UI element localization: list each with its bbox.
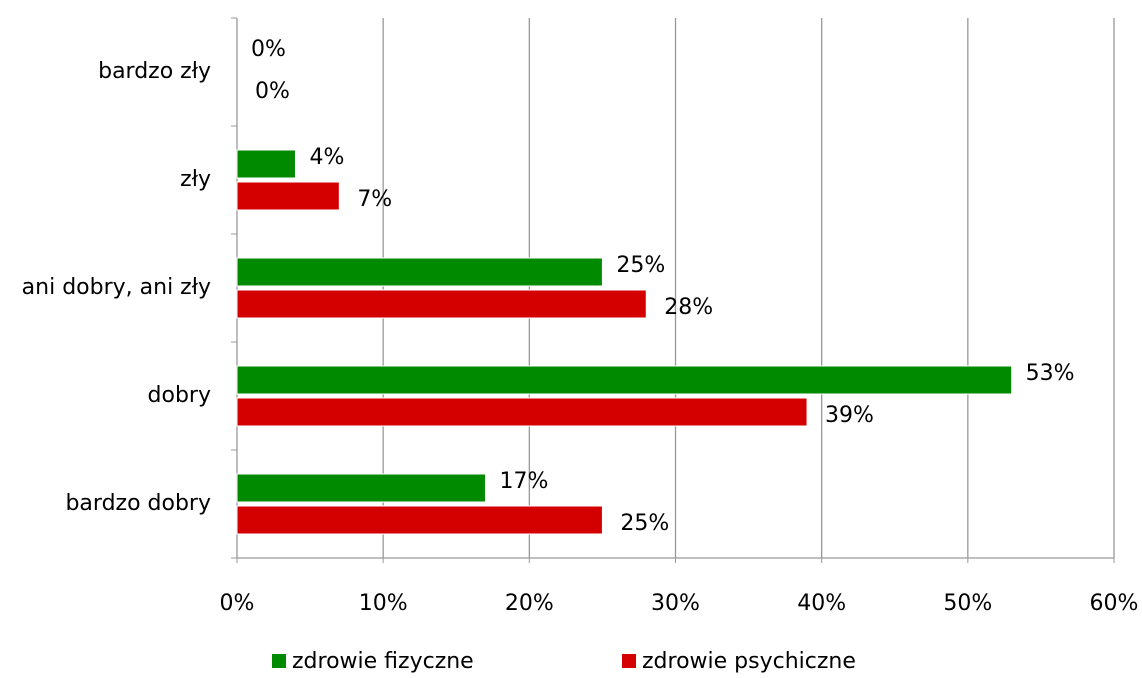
bar <box>236 365 1013 395</box>
y-tick-label: bardzo zły <box>98 59 211 84</box>
x-tick-label: 0% <box>220 591 255 616</box>
legend-label: zdrowie psychiczne <box>642 649 856 674</box>
data-label: 25% <box>616 253 665 278</box>
data-label: 7% <box>357 187 392 212</box>
y-tick-label: dobry <box>148 383 211 408</box>
y-tick-label: zły <box>180 167 211 192</box>
bar <box>236 397 808 427</box>
bar <box>236 505 603 535</box>
x-tick-label: 20% <box>505 591 554 616</box>
data-label: 0% <box>251 37 286 62</box>
data-label: 53% <box>1026 361 1075 386</box>
legend-label: zdrowie fizyczne <box>292 649 474 674</box>
x-tick-label: 40% <box>797 591 846 616</box>
bar <box>236 181 340 211</box>
data-label: 0% <box>255 79 290 104</box>
data-label: 4% <box>309 145 344 170</box>
bar <box>236 473 486 503</box>
data-label: 28% <box>664 295 713 320</box>
y-tick-label: bardzo dobry <box>65 491 211 516</box>
data-label: 17% <box>499 469 548 494</box>
x-tick-label: 50% <box>943 591 992 616</box>
bar <box>236 289 647 319</box>
legend-swatch <box>272 654 286 668</box>
bar <box>236 149 296 179</box>
y-tick-label: ani dobry, ani zły <box>22 275 211 300</box>
legend-swatch <box>622 654 636 668</box>
x-tick-label: 10% <box>359 591 408 616</box>
bar <box>236 257 603 287</box>
x-tick-label: 60% <box>1090 591 1139 616</box>
data-label: 39% <box>825 403 874 428</box>
data-label: 25% <box>620 511 669 536</box>
x-tick-label: 30% <box>651 591 700 616</box>
